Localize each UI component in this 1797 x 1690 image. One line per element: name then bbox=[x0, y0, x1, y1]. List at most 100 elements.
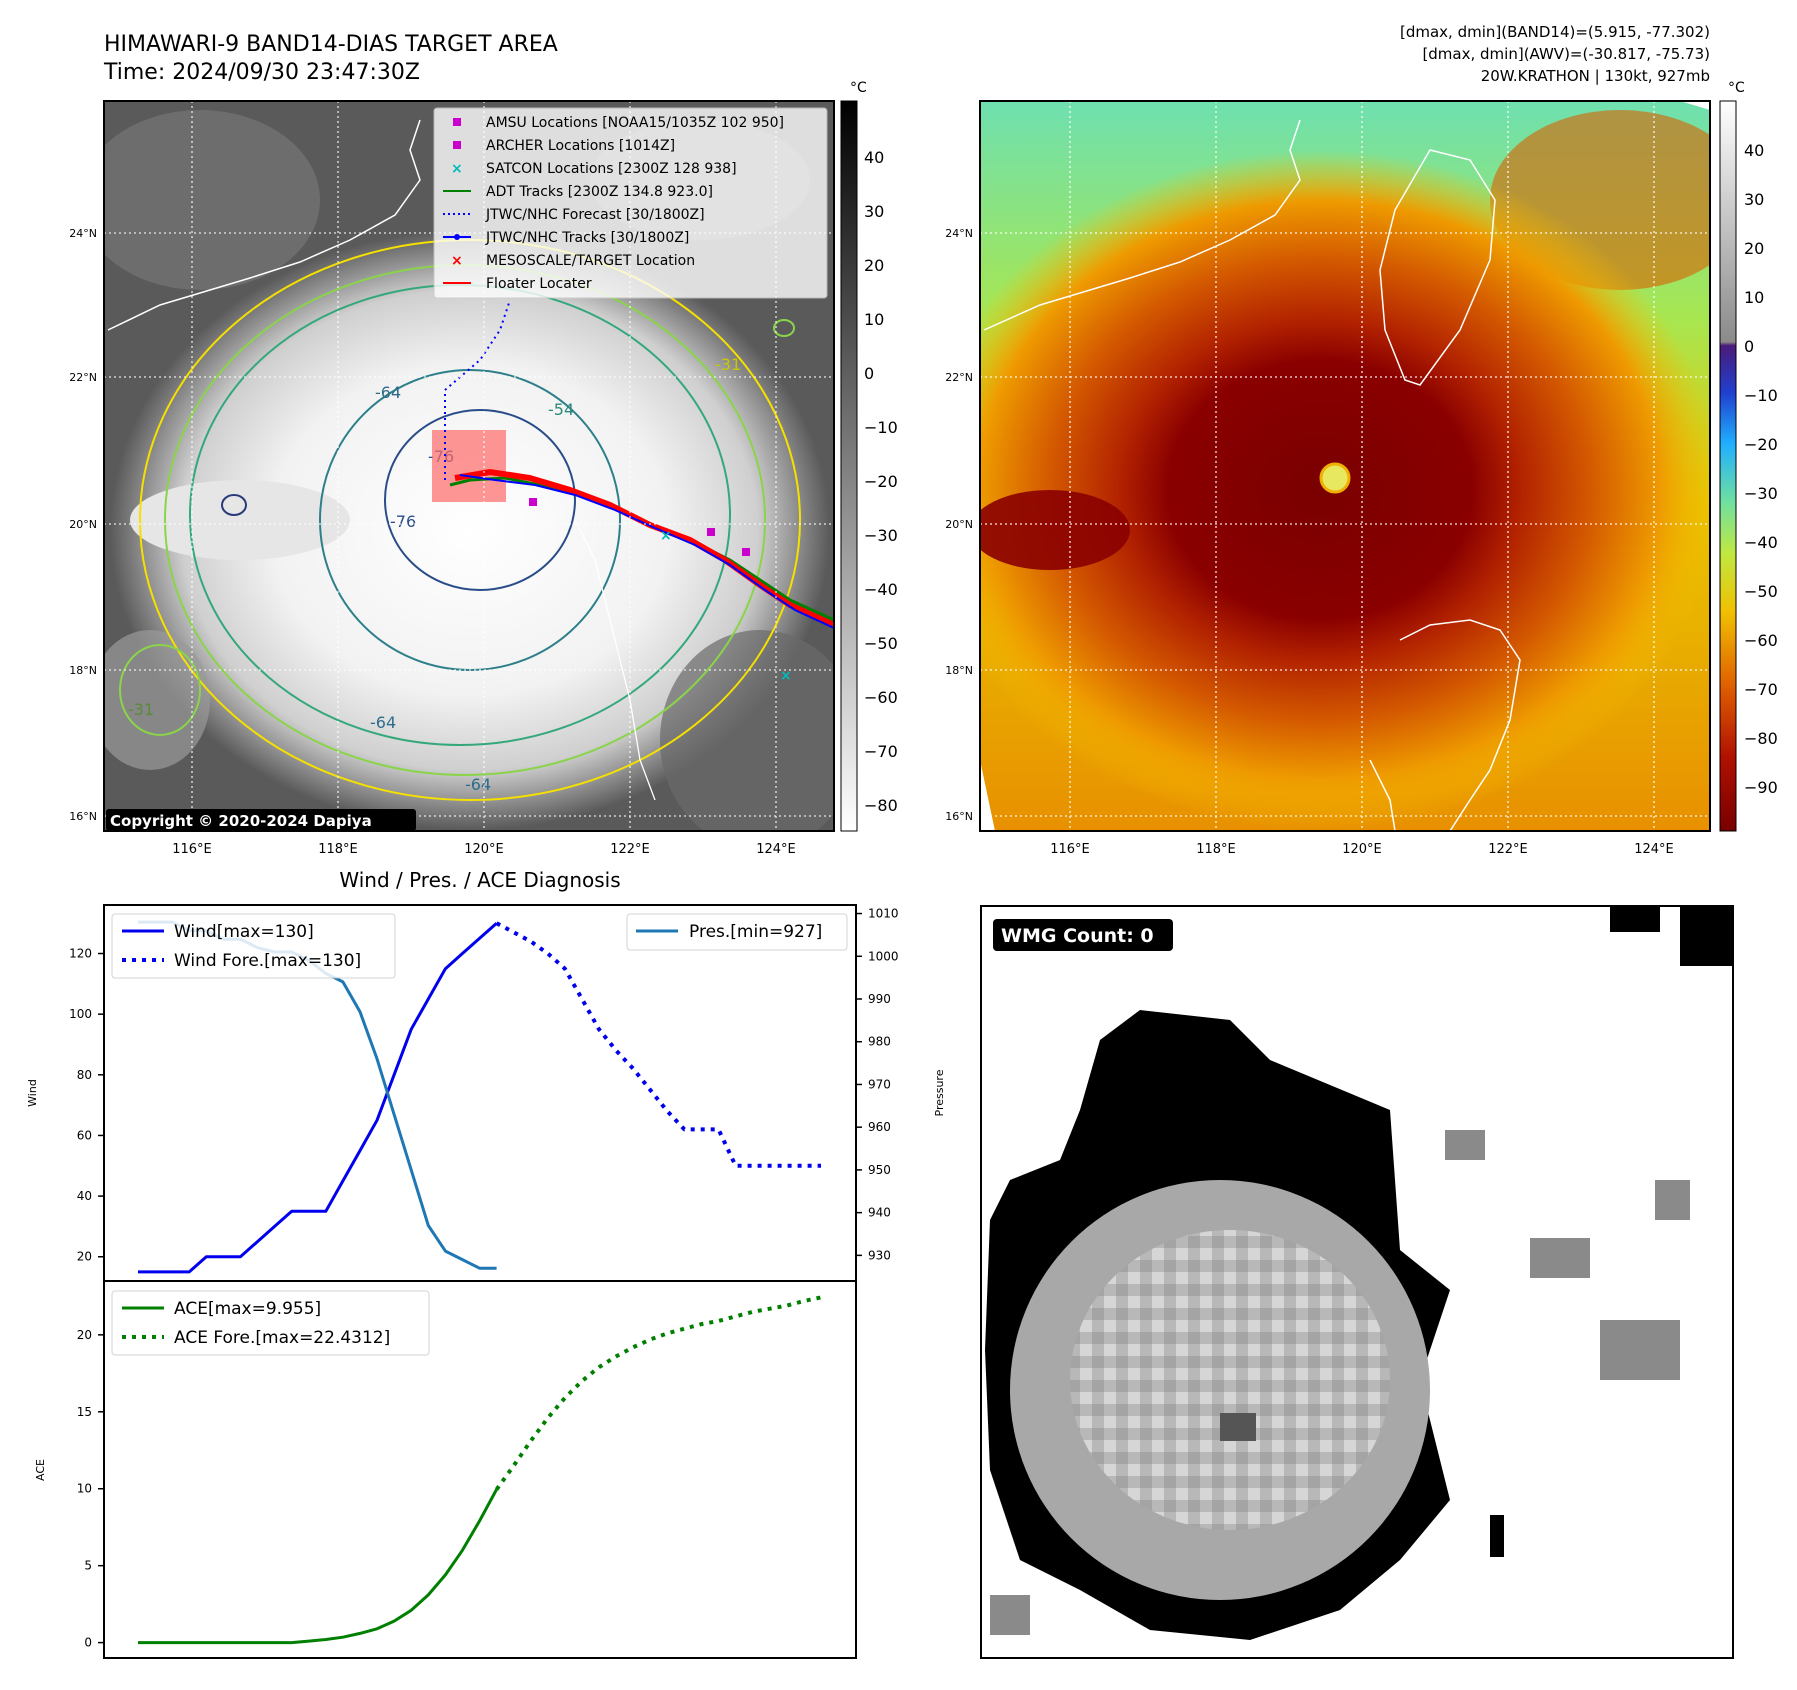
ir-lon-labels: 116°E 118°E 120°E 122°E 124°E bbox=[172, 842, 796, 857]
svg-text:22°N: 22°N bbox=[945, 371, 973, 384]
svg-text:40: 40 bbox=[864, 148, 884, 167]
wind-series-line bbox=[138, 922, 498, 1274]
storm-cloud-shield bbox=[110, 230, 830, 830]
pressure-tick-label: 940 bbox=[868, 1206, 891, 1220]
ir-colorbar-unit: °C bbox=[850, 80, 867, 96]
svg-text:−20: −20 bbox=[864, 472, 898, 491]
ace-forecast-line bbox=[494, 1295, 822, 1491]
ir-colorbar: °C 40 30 20 10 0 −10 −20 −30 −40 −50 −60… bbox=[840, 80, 898, 832]
svg-text:−90: −90 bbox=[1744, 778, 1778, 797]
contour-label: -54 bbox=[548, 400, 574, 419]
svg-text:−40: −40 bbox=[864, 580, 898, 599]
awv-coastline-china bbox=[983, 119, 1301, 331]
pressure-tick-label: 960 bbox=[868, 1120, 891, 1134]
satcon-marker: × bbox=[780, 668, 792, 684]
ir-legend: AMSU Locations [NOAA15/1035Z 102 950] AR… bbox=[433, 107, 828, 299]
svg-text:0: 0 bbox=[864, 364, 874, 383]
contour-label: -31 bbox=[715, 355, 741, 374]
ace-axis-label: ACE bbox=[34, 1459, 47, 1481]
figure-title: HIMAWARI-9 BAND14-DIAS TARGET AREA bbox=[104, 32, 558, 57]
pressure-legend: Pres.[min=927] bbox=[626, 913, 848, 951]
legend-target-icon: × bbox=[451, 253, 463, 269]
wind-forecast-line bbox=[495, 921, 821, 1168]
contour-label: -64 bbox=[370, 713, 396, 732]
awv-map: 24°N 22°N 20°N 18°N 16°N 116°E 118°E 120… bbox=[945, 80, 1778, 857]
wmg-patch bbox=[1600, 1320, 1680, 1380]
wind-tick-label: 60 bbox=[77, 1128, 92, 1142]
svg-text:116°E: 116°E bbox=[172, 842, 212, 857]
ace-tick-label: 15 bbox=[77, 1405, 92, 1419]
svg-text:120°E: 120°E bbox=[464, 842, 504, 857]
wmg-patch bbox=[1530, 1238, 1590, 1278]
contour-label: -64 bbox=[375, 383, 401, 402]
legend-entry: ARCHER Locations [1014Z] bbox=[486, 138, 675, 154]
contour-label: -31 bbox=[128, 700, 154, 719]
coastline-china bbox=[107, 119, 421, 331]
copyright-text: Copyright © 2020-2024 Dapiya bbox=[110, 812, 372, 830]
legend-entry: MESOSCALE/TARGET Location bbox=[486, 253, 695, 269]
wmg-count-badge bbox=[993, 919, 1173, 951]
pressure-tick-label: 930 bbox=[868, 1248, 891, 1262]
jtwc-forecast bbox=[444, 299, 511, 480]
wind-tick-label: 120 bbox=[69, 947, 92, 961]
svg-text:24°N: 24°N bbox=[945, 227, 973, 240]
wind-axis-label: Wind bbox=[26, 1079, 39, 1107]
wind-tick-label: 100 bbox=[69, 1007, 92, 1021]
wmg-patch bbox=[1655, 1180, 1690, 1220]
ace-tick-label: 0 bbox=[84, 1636, 92, 1650]
awv-colorbar-unit: °C bbox=[1728, 80, 1745, 96]
svg-text:−60: −60 bbox=[1744, 631, 1778, 650]
awv-gridlines bbox=[980, 101, 1710, 831]
svg-text:−20: −20 bbox=[1744, 435, 1778, 454]
svg-text:−80: −80 bbox=[1744, 729, 1778, 748]
svg-text:20°N: 20°N bbox=[69, 518, 97, 531]
legend-archer-icon bbox=[453, 141, 461, 149]
svg-text:−60: −60 bbox=[864, 688, 898, 707]
svg-text:118°E: 118°E bbox=[318, 842, 358, 857]
ir-lat-labels: 24°N 22°N 20°N 18°N 16°N bbox=[69, 227, 97, 823]
ace-chart: ACE 0 5 10 15 20 ACE[max=9.955] ACE Fore.[ma… bbox=[34, 1280, 857, 1659]
ace-tick-label: 5 bbox=[84, 1559, 92, 1573]
svg-text:−30: −30 bbox=[1744, 484, 1778, 503]
legend-entry: Wind[max=130] bbox=[174, 922, 314, 942]
legend-entry: Pres.[min=927] bbox=[689, 922, 822, 942]
svg-text:30: 30 bbox=[1744, 190, 1764, 209]
awv-lat-labels: 24°N 22°N 20°N 18°N 16°N bbox=[945, 227, 973, 823]
svg-text:18°N: 18°N bbox=[945, 664, 973, 677]
svg-text:24°N: 24°N bbox=[69, 227, 97, 240]
svg-text:16°N: 16°N bbox=[945, 810, 973, 823]
awv-lon-labels: 116°E 118°E 120°E 122°E 124°E bbox=[1050, 842, 1674, 857]
svg-text:20: 20 bbox=[1744, 239, 1764, 258]
diagnosis-title: Wind / Pres. / ACE Diagnosis bbox=[339, 868, 620, 892]
pressure-tick-label: 1010 bbox=[868, 907, 899, 921]
legend-entry: SATCON Locations [2300Z 128 938] bbox=[486, 161, 737, 177]
awv-coastline-luzon bbox=[1369, 619, 1521, 831]
wmg-patch bbox=[1680, 906, 1733, 966]
copyright-badge bbox=[106, 809, 416, 831]
legend-entry: JTWC/NHC Tracks [30/1800Z] bbox=[485, 230, 689, 246]
svg-text:118°E: 118°E bbox=[1196, 842, 1236, 857]
awv-range: [dmax, dmin](AWV)=(-30.817, -75.73) bbox=[1422, 45, 1710, 63]
svg-text:120°E: 120°E bbox=[1342, 842, 1382, 857]
pressure-tick-label: 970 bbox=[868, 1077, 891, 1091]
svg-text:−30: −30 bbox=[864, 526, 898, 545]
svg-text:−50: −50 bbox=[1744, 582, 1778, 601]
svg-text:10: 10 bbox=[1744, 288, 1764, 307]
floater-box bbox=[432, 430, 506, 502]
svg-text:−50: −50 bbox=[864, 634, 898, 653]
svg-text:22°N: 22°N bbox=[69, 371, 97, 384]
wind-tick-label: 80 bbox=[77, 1068, 92, 1082]
contour-label: -76 bbox=[390, 512, 416, 531]
svg-text:0: 0 bbox=[1744, 337, 1754, 356]
archer-marker bbox=[707, 528, 715, 536]
svg-text:10: 10 bbox=[864, 310, 884, 329]
wind-legend: Wind[max=130] Wind Fore.[max=130] bbox=[111, 913, 396, 979]
legend-satcon-icon: × bbox=[451, 161, 463, 177]
wmg-patch bbox=[1610, 906, 1660, 932]
svg-text:20°N: 20°N bbox=[945, 518, 973, 531]
legend-entry: ACE Fore.[max=22.4312] bbox=[174, 1328, 390, 1348]
svg-text:18°N: 18°N bbox=[69, 664, 97, 677]
band14-range: [dmax, dmin](BAND14)=(5.915, -77.302) bbox=[1400, 23, 1710, 41]
